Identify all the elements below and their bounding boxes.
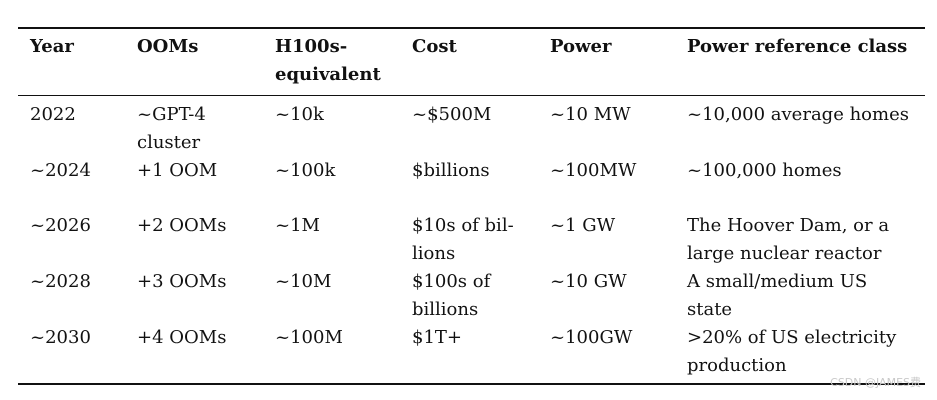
row-2022-power: ~10 MW (550, 104, 631, 125)
row-2022-cost: ~$500M (412, 104, 492, 125)
row-2024-reference: ~100,000 homes (687, 160, 842, 181)
row-2026-ooms: +2 OOMs (137, 215, 227, 236)
header-year: Year (30, 36, 74, 57)
table-header-rule (18, 95, 925, 96)
row-2024-h100s: ~100k (275, 160, 336, 181)
header-power-reference-class: Power reference class (687, 36, 908, 57)
row-2028-year: ~2028 (30, 271, 91, 292)
row-2030-cost: $1T+ (412, 327, 462, 348)
row-2028-reference: A small/medium US state (687, 271, 868, 320)
row-2026-year: ~2026 (30, 215, 91, 236)
row-2030-reference: >20% of US electricity production (687, 327, 897, 376)
header-power: Power (550, 36, 612, 57)
table-top-rule (18, 27, 925, 29)
row-2030-year: ~2030 (30, 327, 91, 348)
row-2028-cost: $100s of billions (412, 271, 491, 320)
row-2024-cost: $billions (412, 160, 490, 181)
row-2030-ooms: +4 OOMs (137, 327, 227, 348)
row-2022-h100s: ~10k (275, 104, 324, 125)
row-2026-power: ~1 GW (550, 215, 616, 236)
row-2030-power: ~100GW (550, 327, 633, 348)
row-2028-ooms: +3 OOMs (137, 271, 227, 292)
table-bottom-rule (18, 383, 925, 385)
row-2026-reference: The Hoover Dam, or a large nuclear react… (687, 215, 890, 264)
row-2026-h100s: ~1M (275, 215, 320, 236)
row-2022-year: 2022 (30, 104, 76, 125)
row-2022-reference: ~10,000 average homes (687, 104, 909, 125)
row-2024-year: ~2024 (30, 160, 91, 181)
header-cost: Cost (412, 36, 457, 57)
row-2030-h100s: ~100M (275, 327, 343, 348)
watermark: CSDN @JAMES费 (830, 376, 921, 389)
row-2024-power: ~100MW (550, 160, 637, 181)
header-h100s-equivalent: H100s- equivalent (275, 36, 381, 85)
row-2028-h100s: ~10M (275, 271, 332, 292)
header-ooms: OOMs (137, 36, 199, 57)
row-2024-ooms: +1 OOM (137, 160, 218, 181)
row-2028-power: ~10 GW (550, 271, 627, 292)
row-2026-cost: $10s of bil- lions (412, 215, 514, 264)
row-2022-ooms: ~GPT-4 cluster (137, 104, 206, 153)
